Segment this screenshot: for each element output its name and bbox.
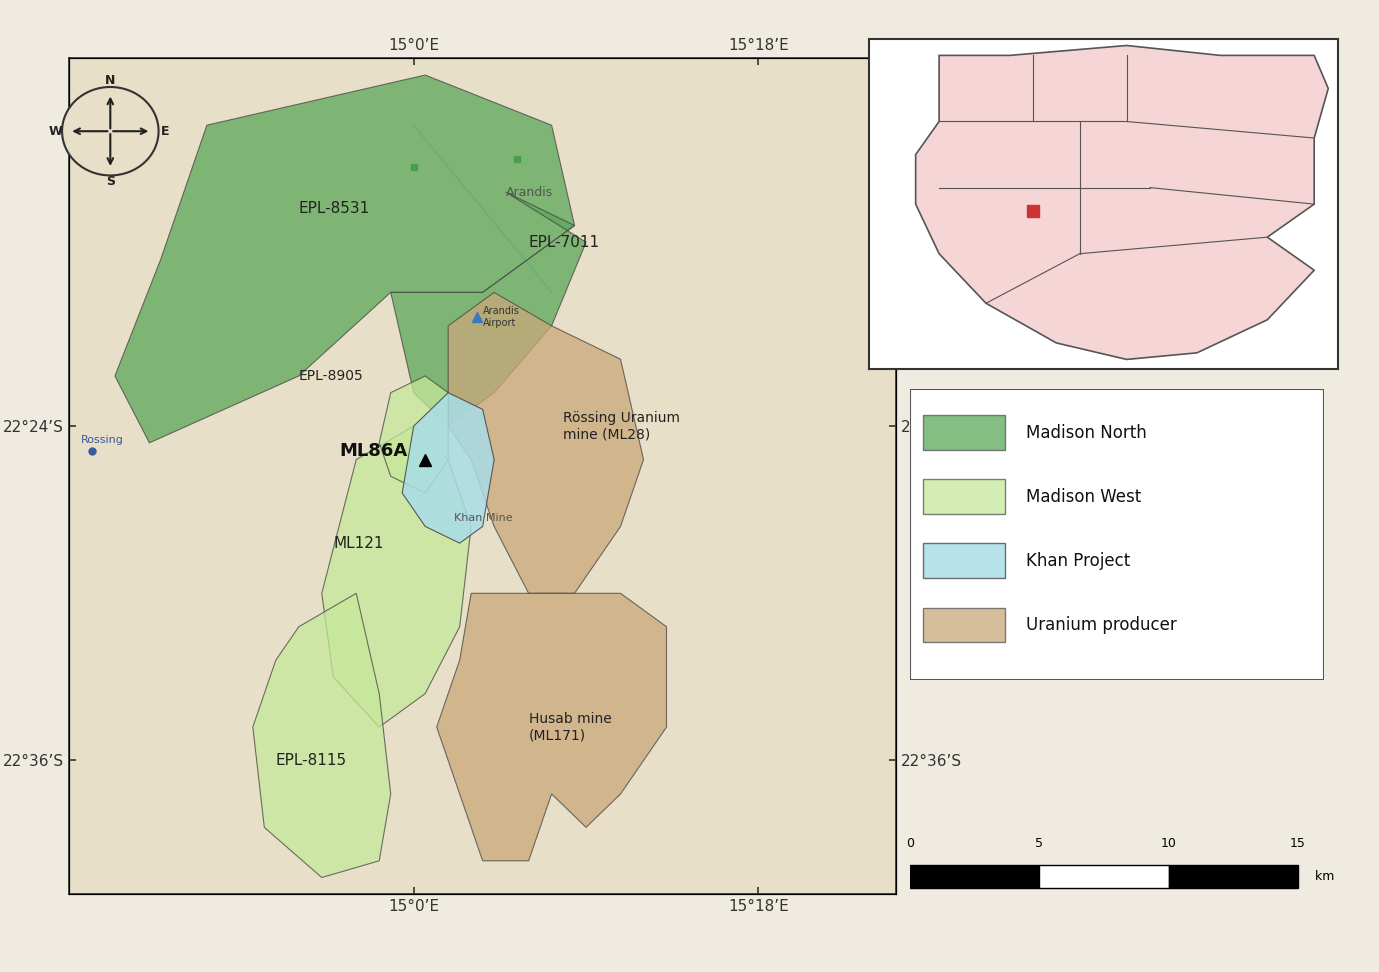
Text: 0: 0 — [906, 837, 914, 850]
Text: km: km — [1311, 870, 1335, 884]
Text: Khan Mine: Khan Mine — [454, 513, 513, 523]
Text: 5: 5 — [1036, 837, 1044, 850]
Text: N: N — [105, 74, 116, 87]
Polygon shape — [321, 426, 472, 727]
Text: Husab mine
(ML171): Husab mine (ML171) — [528, 712, 611, 743]
Text: Rossing: Rossing — [80, 434, 123, 445]
Text: EPL-8905: EPL-8905 — [299, 369, 364, 383]
Text: 15: 15 — [1289, 837, 1306, 850]
FancyBboxPatch shape — [910, 389, 1324, 680]
Text: S: S — [106, 175, 114, 189]
FancyBboxPatch shape — [923, 479, 1005, 514]
Text: E: E — [161, 124, 170, 138]
Text: Arandis
Airport: Arandis Airport — [483, 306, 520, 328]
FancyBboxPatch shape — [923, 543, 1005, 578]
Polygon shape — [390, 192, 586, 426]
Bar — [1168, 865, 1298, 888]
Polygon shape — [448, 293, 644, 593]
Text: Khan Project: Khan Project — [1026, 552, 1131, 570]
Polygon shape — [916, 46, 1328, 360]
Text: Arandis: Arandis — [506, 186, 553, 198]
Text: W: W — [48, 124, 62, 138]
Text: 10: 10 — [1161, 837, 1176, 850]
Polygon shape — [379, 376, 448, 493]
Text: EPL-8115: EPL-8115 — [276, 753, 348, 768]
Text: Rössing Uranium
mine (ML28): Rössing Uranium mine (ML28) — [563, 411, 680, 441]
Polygon shape — [403, 393, 494, 543]
FancyBboxPatch shape — [923, 608, 1005, 642]
Bar — [1040, 865, 1168, 888]
Text: EPL-8531: EPL-8531 — [299, 201, 370, 217]
Text: Madison North: Madison North — [1026, 424, 1147, 441]
FancyBboxPatch shape — [923, 415, 1005, 450]
Text: Uranium producer: Uranium producer — [1026, 616, 1176, 634]
Text: EPL-7011: EPL-7011 — [528, 234, 600, 250]
Polygon shape — [437, 593, 666, 861]
Text: Madison West: Madison West — [1026, 488, 1142, 505]
Circle shape — [62, 87, 159, 175]
Polygon shape — [252, 593, 390, 878]
Text: ML86A: ML86A — [339, 442, 407, 460]
Polygon shape — [114, 75, 575, 443]
Text: ML121: ML121 — [334, 536, 383, 551]
Bar — [910, 865, 1040, 888]
